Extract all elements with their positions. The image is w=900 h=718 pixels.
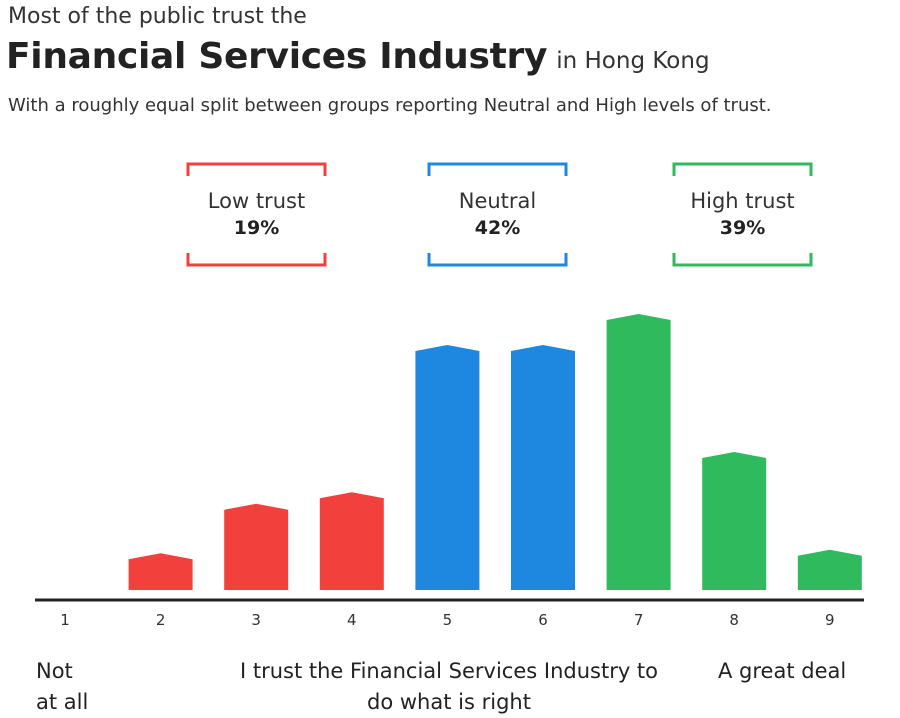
tick-label-3: 3 <box>251 611 261 629</box>
footer-left-line-1: Not <box>36 659 73 683</box>
bar-8 <box>702 452 767 590</box>
chart-title: Financial Services Industry <box>6 36 548 77</box>
bar-4 <box>319 492 384 590</box>
pretitle: Most of the public trust the <box>8 4 307 29</box>
group-box-high: High trust 39% <box>674 164 811 265</box>
group-label-neutral: Neutral <box>458 189 537 213</box>
bar-2 <box>128 553 193 590</box>
footer-right: A great deal <box>718 659 847 683</box>
group-bracket-bottom-neutral <box>427 253 568 267</box>
footer-left-line-2: at all <box>36 690 89 714</box>
bar-3 <box>224 503 289 590</box>
subtitle: With a roughly equal split between group… <box>8 95 772 116</box>
group-percent-high: 39% <box>719 217 766 239</box>
group-box-neutral: Neutral 42% <box>429 164 566 265</box>
bar-5 <box>415 345 480 590</box>
footer-center-line-1: I trust the Financial Services Industry … <box>239 659 659 683</box>
group-bracket-bottom-low <box>186 253 327 267</box>
bar-6 <box>511 345 575 590</box>
group-percent-low: 19% <box>233 217 280 239</box>
group-bracket-top-neutral <box>427 162 568 176</box>
group-box-low: Low trust 19% <box>188 164 325 265</box>
title-row: Financial Services Industry in Hong Kong <box>6 36 710 77</box>
footer-center: I trust the Financial Services Industry … <box>220 656 678 718</box>
group-percent-neutral: 42% <box>474 217 521 239</box>
group-label-low: Low trust <box>207 189 306 213</box>
footer-center-line-2: do what is right <box>367 690 531 714</box>
footer-left: Not at all <box>36 656 88 718</box>
group-bracket-bottom-high <box>672 253 813 267</box>
group-bracket-top-low <box>186 162 327 176</box>
tick-label-5: 5 <box>443 611 453 629</box>
bar-9 <box>797 549 862 590</box>
title-suffix: in Hong Kong <box>556 48 710 74</box>
tick-label-1: 1 <box>60 611 70 629</box>
group-label-high: High trust <box>690 189 795 213</box>
tick-label-4: 4 <box>347 611 357 629</box>
tick-label-2: 2 <box>156 611 166 629</box>
group-bracket-top-high <box>672 162 813 176</box>
tick-label-7: 7 <box>634 611 644 629</box>
tick-label-9: 9 <box>825 611 835 629</box>
bar-7 <box>606 314 671 590</box>
tick-label-6: 6 <box>538 611 548 629</box>
tick-label-8: 8 <box>729 611 739 629</box>
